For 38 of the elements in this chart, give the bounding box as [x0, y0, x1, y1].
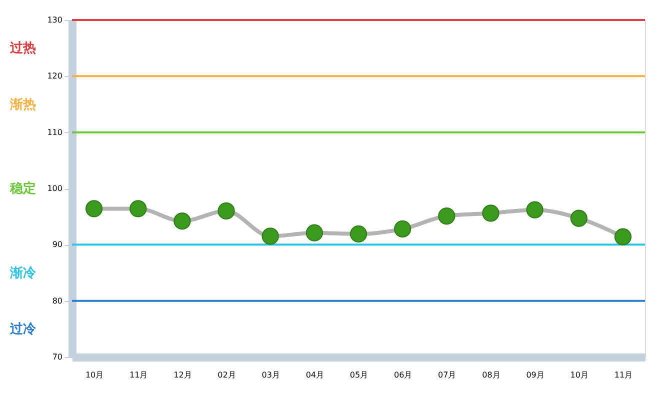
point	[218, 202, 235, 220]
point	[570, 210, 588, 227]
y-tick-label: 70	[52, 352, 62, 362]
x-tick-label: 11月	[614, 370, 633, 380]
text: 渐冷	[9, 266, 37, 281]
point	[614, 228, 632, 246]
x-tick-label: 02月	[218, 370, 236, 380]
x-tick-label: 05月	[350, 370, 368, 380]
text: 渐热	[9, 97, 36, 112]
y-tick-label: 120	[47, 72, 62, 81]
point	[174, 212, 191, 230]
point	[262, 228, 279, 245]
point	[85, 200, 103, 218]
x-tick-label: 08月	[482, 370, 500, 380]
x-tick-label: 06月	[394, 370, 412, 380]
x-tick-label: 11月	[130, 370, 148, 380]
x-tick-label: 12月	[174, 370, 192, 380]
x-tick-label: 10月	[570, 370, 588, 380]
x-tick-label: 09月	[526, 370, 544, 380]
point	[526, 201, 544, 218]
y-tick-label: 80	[52, 296, 62, 306]
x-tick-label: 10月	[85, 370, 104, 380]
text: 过热	[9, 41, 36, 56]
y-tick-label: 110	[47, 128, 62, 137]
y-tick-label: 130	[47, 16, 62, 24]
point	[306, 224, 323, 242]
text: 过冷	[9, 322, 37, 337]
point	[394, 220, 412, 238]
y-tick-label: 100	[47, 184, 62, 193]
point	[438, 207, 456, 225]
point	[130, 200, 147, 218]
x-tick-label: 04月	[306, 370, 324, 380]
text: 稳定	[9, 180, 36, 196]
point	[350, 225, 368, 243]
y-tick-label: 90	[52, 240, 62, 250]
point	[482, 204, 500, 222]
x-tick-label: 07月	[438, 370, 456, 380]
x-tick-label: 03月	[262, 370, 280, 380]
